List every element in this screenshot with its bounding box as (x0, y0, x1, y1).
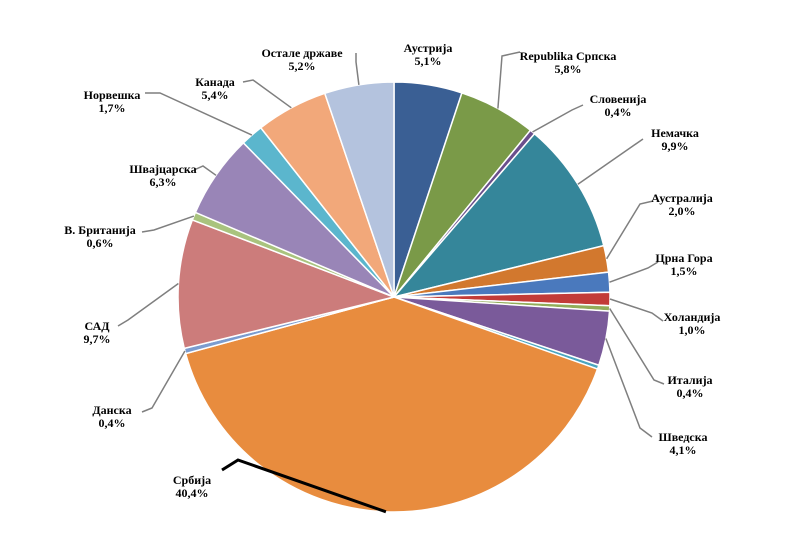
leader-line (355, 53, 360, 85)
slice-value-label: 0,4% (677, 386, 704, 400)
slice-value-label: 0,4% (99, 416, 126, 430)
slice-label: В. Британија (64, 223, 135, 237)
slice-label: Холандија (664, 310, 721, 324)
slice-label: Италија (667, 373, 712, 387)
leader-line (242, 79, 292, 109)
leader-line (609, 261, 659, 283)
slice-value-label: 1,7% (99, 101, 126, 115)
leader-lines (117, 51, 665, 514)
leader-line (532, 104, 584, 133)
leader-line (145, 92, 253, 136)
pie-slice (177, 218, 397, 350)
slice-value-label: 5,1% (415, 54, 442, 68)
leader-line (605, 338, 653, 438)
slice-value-label: 5,4% (202, 88, 229, 102)
slice-value-label: 40,4% (176, 486, 209, 500)
leader-line (141, 215, 195, 233)
slice-label: Норвешка (84, 88, 141, 102)
slice-value-label: 5,8% (555, 62, 582, 76)
leader-line (117, 282, 179, 327)
leader-line (221, 458, 387, 514)
pie-slice (391, 132, 605, 299)
slice-label: Немачка (651, 126, 699, 140)
slice-value-label: 2,0% (669, 204, 696, 218)
slice-label: Аустрија (404, 41, 453, 55)
slice-label: Аустралија (651, 191, 713, 205)
slice-label: САД (85, 319, 111, 333)
slice-value-label: 4,1% (670, 443, 697, 457)
slice-label: Швајцарска (129, 162, 196, 176)
slice-value-label: 1,0% (679, 323, 706, 337)
leader-line (141, 350, 186, 413)
slice-value-label: 0,6% (87, 236, 114, 250)
leader-line (609, 298, 664, 322)
leader-line (577, 138, 644, 185)
slice-label: Данска (92, 403, 131, 417)
slice-value-label: 1,5% (671, 264, 698, 278)
slice-label: Шведска (659, 430, 708, 444)
slice-value-label: 9,9% (662, 139, 689, 153)
slice-label: Црна Гора (655, 251, 712, 265)
slice-value-label: 6,3% (150, 175, 177, 189)
leader-line (497, 51, 521, 109)
slice-value-label: 5,2% (289, 59, 316, 73)
slice-label: Republika Српска (520, 49, 617, 63)
leader-line (605, 200, 654, 260)
leader-line (609, 308, 665, 385)
pie-slices (177, 81, 611, 513)
leader-line (193, 165, 217, 176)
slice-label: Остале државе (261, 46, 343, 60)
slice-value-label: 0,4% (605, 105, 632, 119)
slice-label: Канада (195, 75, 235, 89)
slice-label: Словенија (590, 92, 647, 106)
slice-label: Србија (173, 473, 211, 487)
slice-value-label: 9,7% (84, 332, 111, 346)
